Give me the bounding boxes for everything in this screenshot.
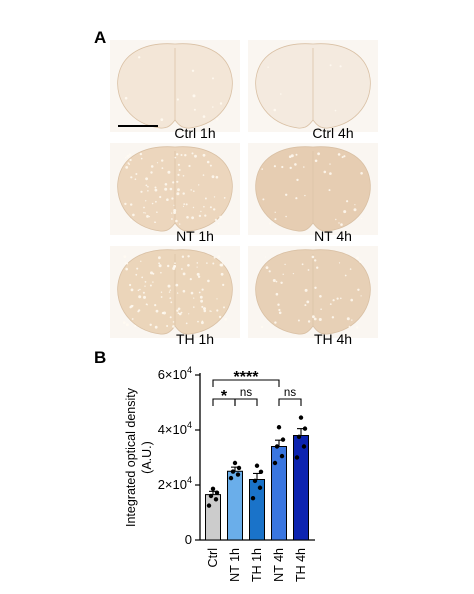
data-point — [302, 426, 308, 431]
significance-bracket — [278, 398, 302, 406]
y-tick-label: 2×104 — [158, 475, 192, 492]
bar-4 — [271, 446, 287, 541]
data-point — [280, 437, 286, 442]
data-point — [232, 460, 238, 466]
data-point — [298, 415, 304, 420]
spinal-cord-section-1 — [110, 40, 240, 132]
spinal-cord-section-2 — [248, 40, 378, 132]
y-tick-label: 0 — [185, 532, 192, 547]
category-label: TH 1h — [250, 548, 264, 582]
data-point — [235, 472, 241, 477]
data-point — [228, 475, 234, 481]
bar-5 — [293, 435, 309, 541]
section-label: Ctrl 4h — [312, 125, 354, 141]
y-axis-label: Integrated optical density — [124, 387, 138, 527]
data-point — [274, 444, 280, 449]
bar-2 — [227, 470, 243, 541]
data-point — [252, 478, 258, 484]
significance-label: ns — [284, 387, 296, 399]
panel-b-letter: B — [94, 348, 107, 367]
bar-3 — [249, 479, 265, 541]
category-label: NT 1h — [228, 548, 242, 582]
significance-bracket — [234, 398, 258, 406]
data-point — [296, 434, 302, 440]
section-label: Ctrl 1h — [174, 125, 216, 141]
data-point — [230, 469, 236, 474]
section-label: TH 1h — [175, 331, 215, 347]
category-label: Ctrl — [206, 548, 220, 567]
spinal-cord-section-4 — [248, 143, 378, 235]
data-point — [301, 444, 307, 449]
category-label: TH 4h — [294, 548, 308, 582]
category-label: NT 4h — [272, 548, 286, 582]
data-point — [210, 486, 216, 492]
data-point — [279, 453, 285, 459]
data-point — [257, 485, 263, 490]
y-tick-label: 6×104 — [158, 365, 192, 382]
significance-label: **** — [234, 369, 260, 386]
data-point — [272, 460, 278, 466]
spinal-cord-section-6 — [248, 246, 378, 338]
section-label: NT 4h — [314, 228, 352, 244]
data-point — [214, 490, 220, 495]
data-point — [250, 496, 256, 501]
y-tick-label: 4×104 — [158, 420, 192, 437]
significance-label: ns — [240, 387, 252, 399]
y-axis-label: (A.U.) — [140, 441, 154, 474]
significance-bracket — [212, 379, 280, 387]
data-point — [236, 465, 242, 471]
scale-bar — [118, 125, 158, 127]
data-point — [206, 503, 212, 508]
data-point — [276, 425, 282, 430]
data-point — [213, 497, 219, 502]
data-point — [208, 493, 214, 499]
section-label: TH 4h — [313, 331, 353, 347]
bar-1 — [205, 494, 221, 541]
section-label: NT 1h — [176, 228, 214, 244]
spinal-cord-section-3 — [110, 143, 240, 235]
data-point — [254, 463, 260, 468]
spinal-cord-section-5 — [110, 246, 240, 338]
data-point — [258, 469, 264, 474]
panel-a-letter: A — [94, 28, 107, 47]
data-point — [294, 455, 300, 460]
significance-label: * — [221, 388, 228, 405]
